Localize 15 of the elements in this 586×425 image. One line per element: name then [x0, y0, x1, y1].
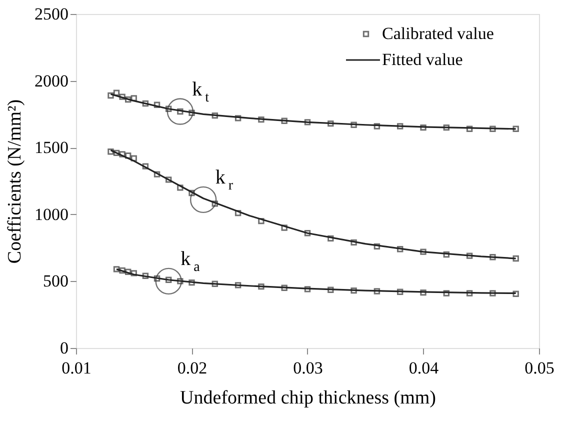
y-tick-label: 2500	[34, 4, 68, 24]
y-tick-label: 2000	[34, 71, 68, 90]
y-axis-title: Coefficients (N/mm²)	[4, 99, 26, 264]
x-tick-label: 0.01	[62, 358, 92, 378]
y-tick-label: 500	[43, 272, 68, 291]
y-tick-label: 1500	[34, 138, 68, 158]
y-tick-label: 0	[60, 338, 68, 358]
x-tick-label: 0.05	[524, 358, 554, 378]
legend-label: Fitted value	[382, 50, 463, 69]
x-tick-label: 0.02	[177, 358, 208, 378]
legend-label: Calibrated value	[382, 24, 494, 43]
x-tick-label: 0.04	[408, 358, 440, 378]
y-tick-label: 1000	[34, 204, 68, 224]
x-axis-title: Undeformed chip thickness (mm)	[180, 388, 436, 408]
x-tick-label: 0.03	[293, 358, 323, 378]
